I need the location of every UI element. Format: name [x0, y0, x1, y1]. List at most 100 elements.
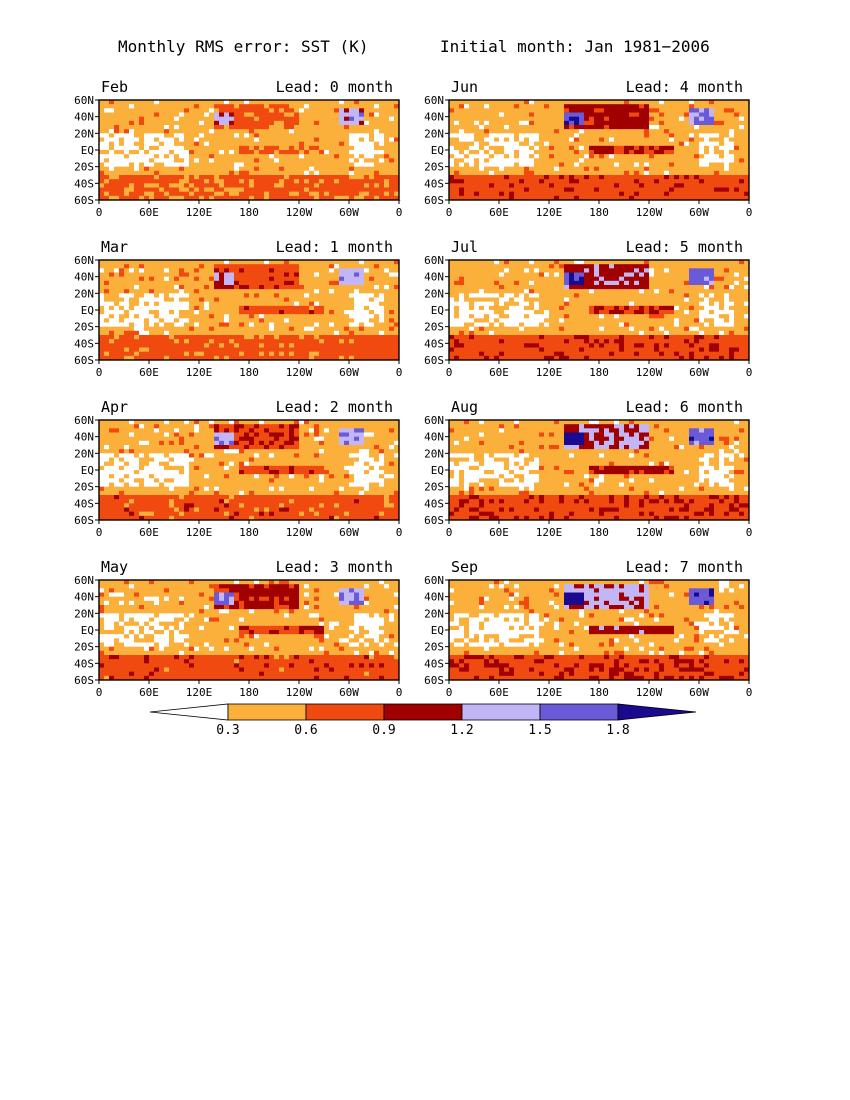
heatmap-cell: [159, 129, 165, 134]
heatmap-cell: [574, 195, 580, 200]
heatmap-cell: [269, 314, 275, 319]
heatmap-cell: [724, 179, 730, 184]
heatmap-cell: [109, 141, 115, 147]
heatmap-cell: [514, 272, 520, 277]
heatmap-cell: [219, 285, 225, 290]
heatmap-cell: [134, 187, 140, 192]
heatmap-cell: [179, 162, 185, 167]
heatmap-cell: [524, 272, 530, 277]
heatmap-cell: [684, 187, 690, 192]
heatmap-cell: [664, 280, 670, 286]
heatmap-cell: [684, 150, 690, 155]
heatmap-cell: [219, 133, 225, 138]
heatmap-cell: [589, 125, 595, 130]
heatmap-cell: [599, 166, 605, 172]
heatmap-cell: [174, 166, 180, 172]
heatmap-cell: [144, 150, 150, 155]
heatmap-cell: [219, 330, 225, 336]
heatmap-cell: [384, 293, 390, 298]
heatmap-cell: [234, 150, 240, 155]
heatmap-cell: [214, 112, 220, 117]
heatmap-cell: [519, 154, 525, 159]
heatmap-cell: [184, 166, 190, 172]
heatmap-cell: [99, 158, 105, 163]
heatmap-cell: [544, 137, 550, 142]
heatmap-cell: [369, 318, 375, 323]
heatmap-cell: [634, 183, 640, 188]
heatmap-cell: [169, 268, 175, 273]
heatmap-cell: [394, 104, 399, 109]
heatmap-cell: [469, 179, 475, 184]
heatmap-cell: [99, 195, 105, 200]
heatmap-cell: [569, 175, 575, 180]
heatmap-cell: [369, 125, 375, 130]
heatmap-cell: [739, 183, 745, 188]
heatmap-cell: [234, 141, 240, 147]
heatmap-cell: [524, 187, 530, 192]
heatmap-cell: [589, 183, 595, 188]
heatmap-cell: [339, 175, 345, 180]
heatmap-cell: [194, 100, 200, 105]
heatmap-cell: [564, 104, 570, 109]
heatmap-cell: [99, 330, 105, 336]
heatmap-cell: [169, 154, 175, 159]
heatmap-cell: [514, 289, 520, 294]
heatmap-cell: [484, 145, 490, 151]
heatmap-cell: [109, 125, 115, 130]
heatmap-cell: [104, 187, 110, 192]
heatmap-cell: [289, 310, 295, 315]
heatmap-cell: [654, 162, 660, 167]
heatmap-cell: [284, 100, 290, 105]
heatmap-cell: [244, 285, 250, 290]
heatmap-cell: [124, 318, 130, 323]
heatmap-cell: [659, 183, 665, 188]
heatmap-cell: [199, 104, 205, 109]
heatmap-cell: [114, 330, 120, 336]
heatmap-cell: [374, 268, 380, 273]
heatmap-cell: [344, 318, 350, 323]
heatmap-cell: [209, 120, 215, 126]
heatmap-cell: [319, 285, 325, 290]
heatmap-cell: [119, 310, 125, 315]
heatmap-cell: [299, 318, 305, 323]
heatmap-cell: [134, 310, 140, 315]
heatmap-cell: [184, 264, 190, 269]
heatmap-cell: [174, 293, 180, 298]
heatmap-cell: [289, 335, 295, 340]
heatmap-cell: [329, 125, 335, 130]
heatmap-cell: [289, 305, 295, 311]
heatmap-cell: [149, 310, 155, 315]
heatmap-cell: [454, 100, 460, 105]
heatmap-cell: [334, 183, 340, 188]
heatmap-cell: [379, 150, 385, 155]
heatmap-cell: [244, 289, 250, 294]
heatmap-cell: [549, 195, 555, 200]
heatmap-cell: [469, 129, 475, 134]
heatmap-cell: [304, 355, 310, 360]
heatmap-cell: [534, 108, 540, 113]
heatmap-cell: [129, 129, 135, 134]
heatmap-cell: [609, 187, 615, 192]
heatmap-cell: [549, 129, 555, 134]
heatmap-cell: [139, 268, 145, 273]
heatmap-cell: [194, 280, 200, 286]
heatmap-cell: [254, 137, 260, 142]
heatmap-cell: [584, 289, 590, 294]
heatmap-cell: [174, 195, 180, 200]
heatmap-cell: [374, 175, 380, 180]
heatmap-cell: [464, 166, 470, 172]
heatmap-cell: [459, 104, 465, 109]
heatmap-cell: [469, 187, 475, 192]
heatmap-cell: [179, 133, 185, 138]
heatmap-cell: [184, 154, 190, 159]
heatmap-cell: [389, 125, 395, 130]
heatmap-cell: [309, 322, 315, 327]
heatmap-cell: [649, 175, 655, 180]
heatmap-cell: [194, 289, 200, 294]
heatmap-cell: [384, 112, 390, 117]
heatmap-cell: [454, 133, 460, 138]
heatmap-cell: [349, 108, 355, 113]
heatmap-cell: [389, 318, 395, 323]
heatmap-cell: [554, 112, 560, 117]
heatmap-cell: [664, 272, 670, 277]
